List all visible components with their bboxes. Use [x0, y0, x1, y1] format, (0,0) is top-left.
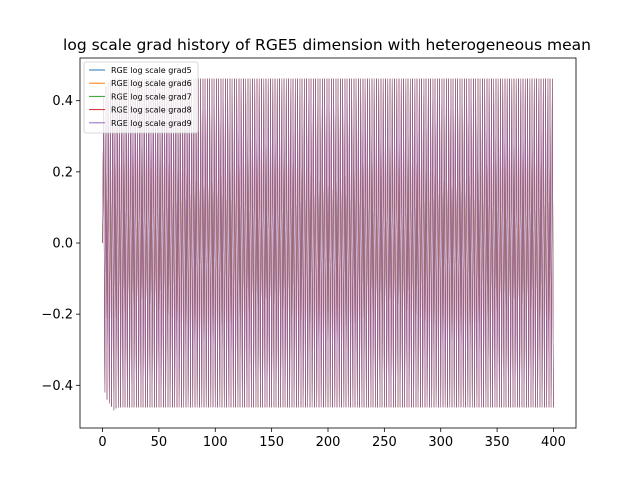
y-tick-label: −0.4: [41, 379, 73, 394]
y-tick-label: 0.4: [52, 94, 73, 109]
x-tick-label: 300: [428, 435, 453, 450]
legend-label: RGE log scale grad5: [111, 66, 192, 75]
y-tick-label: 0.0: [52, 237, 73, 252]
legend: RGE log scale grad5 RGE log scale grad6 RG…: [83, 61, 199, 134]
y-axis: −0.4 −0.2 0.0 0.2 0.4: [41, 94, 80, 394]
chart-title: log scale grad history of RGE5 dimension…: [63, 36, 591, 54]
x-tick-label: 400: [541, 435, 566, 450]
series-line-9: [102, 77, 554, 411]
x-tick-label: 150: [259, 435, 284, 450]
legend-label: RGE log scale grad9: [111, 119, 192, 128]
legend-label: RGE log scale grad6: [111, 79, 192, 88]
legend-label: RGE log scale grad7: [111, 92, 192, 101]
legend-label: RGE log scale grad8: [111, 106, 192, 115]
x-tick-label: 200: [316, 435, 341, 450]
x-tick-label: 100: [203, 435, 228, 450]
x-axis: 0 50 100 150 200 250 300 350 400: [98, 428, 566, 450]
x-tick-label: 250: [372, 435, 397, 450]
y-tick-label: 0.2: [52, 165, 73, 180]
x-tick-label: 350: [485, 435, 510, 450]
x-tick-label: 0: [98, 435, 106, 450]
y-tick-label: −0.2: [41, 308, 73, 323]
legend-box: [83, 61, 199, 134]
x-tick-label: 50: [151, 435, 168, 450]
series-layer: [102, 77, 554, 411]
